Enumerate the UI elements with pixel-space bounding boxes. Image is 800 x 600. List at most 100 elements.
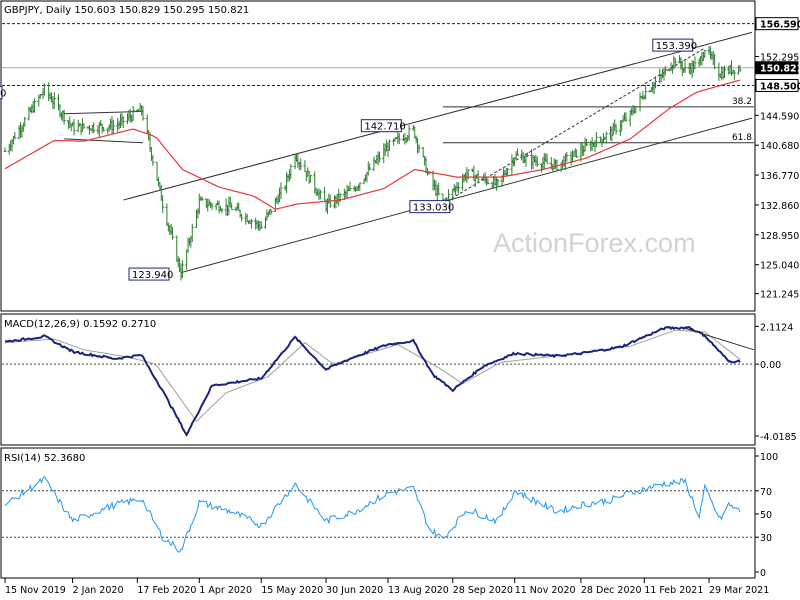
date-label: 1 Apr 2020 (199, 585, 252, 596)
price-bar (575, 149, 579, 158)
price-bar (634, 106, 638, 114)
price-bar (506, 167, 510, 177)
flag-upper-line (64, 110, 144, 115)
level-label-text: 133.030 (413, 203, 454, 214)
price-bar (190, 223, 194, 243)
rsi-axis-label-70: 70 (760, 487, 772, 498)
axes: 121.245 125.040 128.950 132.860 136.770 140.6… (4, 17, 800, 596)
price-axis-label-144.590: 144.590 (760, 111, 799, 122)
price-bar (180, 260, 184, 279)
price-bar (407, 125, 411, 141)
date-label: 11 Feb 2021 (644, 585, 703, 596)
price-bar (111, 119, 115, 135)
price-bar (220, 207, 224, 214)
price-bar (289, 164, 293, 180)
level-label-box (652, 38, 694, 52)
price-bar (131, 105, 135, 121)
level-label-box (360, 119, 402, 133)
price-bar (200, 196, 204, 201)
macd-trendline (684, 327, 755, 351)
rsi-axis-label-30: 30 (760, 533, 772, 544)
level-label-box (409, 200, 451, 214)
price-bar (713, 53, 717, 70)
price-bar (102, 127, 106, 132)
price-bar (663, 66, 667, 76)
price-bar (42, 83, 46, 96)
moving-average (4, 79, 741, 210)
rsi-panel (2, 475, 754, 553)
price-bar (456, 182, 460, 195)
price-axis-label-136.770: 136.770 (760, 171, 799, 182)
level-label-153.390: 153.390 (652, 38, 697, 52)
rsi-line (4, 475, 741, 553)
level-label-133.030: 133.030 (409, 200, 454, 214)
ma-line (4, 79, 741, 210)
price-bar (654, 76, 658, 89)
price-background-lines: 38.2 61.8 (2, 23, 754, 274)
date-label: 13 Aug 2020 (388, 585, 449, 596)
price-bar (437, 182, 441, 196)
price-bar (638, 92, 642, 112)
price-axis-label-121.245: 121.245 (760, 290, 799, 301)
price-bar (644, 84, 648, 100)
price-bar (717, 62, 721, 81)
price-bar (368, 163, 372, 171)
price-bar (535, 156, 539, 167)
macd-axis-label--4.0185: -4.0185 (760, 432, 797, 443)
level-label-text: 123.940 (132, 270, 173, 281)
level-label-147.950: 147.950 (0, 86, 6, 100)
price-bar (723, 65, 727, 79)
price-bar (693, 56, 697, 69)
price-bar (52, 92, 56, 110)
macd-title: MACD(12,26,9) 0.1592 0.2710 (4, 319, 156, 330)
channel-lower-line (180, 117, 753, 274)
price-axis-label-128.950: 128.950 (760, 231, 799, 242)
price-bar (525, 152, 529, 157)
price-bar (614, 124, 618, 135)
price-bar (230, 202, 234, 210)
price-bar (683, 61, 687, 73)
fib-label-38.2: 38.2 (732, 97, 752, 107)
last-price-label-box (755, 61, 799, 75)
price-bar (466, 169, 470, 180)
price-bar (210, 202, 214, 210)
channel-upper-line (123, 31, 753, 201)
level-label-text: 147.950 (0, 89, 6, 100)
price-bar (417, 144, 421, 153)
price-axis-label-132.860: 132.860 (760, 201, 799, 212)
date-label: 15 May 2020 (261, 585, 323, 596)
last-price-label: 150.821 (760, 64, 800, 75)
price-bar (121, 116, 125, 129)
price-bar (358, 182, 362, 192)
price-bar (82, 123, 86, 130)
price-bar (738, 65, 742, 73)
flag-lower-line (64, 138, 144, 144)
watermark: ActionForex.com (493, 228, 696, 258)
price-axis-label-148.500: 148.500 (760, 81, 800, 92)
price-bar (141, 105, 145, 121)
price-bar (348, 181, 352, 192)
price-bar (269, 209, 273, 215)
price-bar (545, 153, 549, 164)
price-bar (703, 49, 707, 59)
price-marks (3, 46, 742, 281)
macd-panel (2, 326, 755, 437)
price-bar (516, 148, 520, 156)
rise-projection-line (442, 47, 706, 205)
price-bar (421, 146, 425, 158)
price-axis-label-152.295: 152.295 (760, 52, 799, 63)
date-label: 15 Nov 2019 (5, 585, 66, 596)
price-bar (259, 221, 263, 229)
price-bar (72, 118, 76, 136)
macd-axis-label-2.1124: 2.1124 (760, 322, 793, 333)
date-label: 28 Dec 2020 (581, 585, 642, 596)
date-label: 30 Jun 2020 (326, 585, 383, 596)
price-bar (33, 98, 37, 113)
price-bar (249, 219, 253, 229)
level-label-box (0, 86, 3, 100)
price-bar (13, 131, 17, 140)
price-bar (594, 131, 598, 148)
price-axis-label-156.590-box (755, 17, 799, 31)
rsi-panel-frame (0, 447, 756, 579)
